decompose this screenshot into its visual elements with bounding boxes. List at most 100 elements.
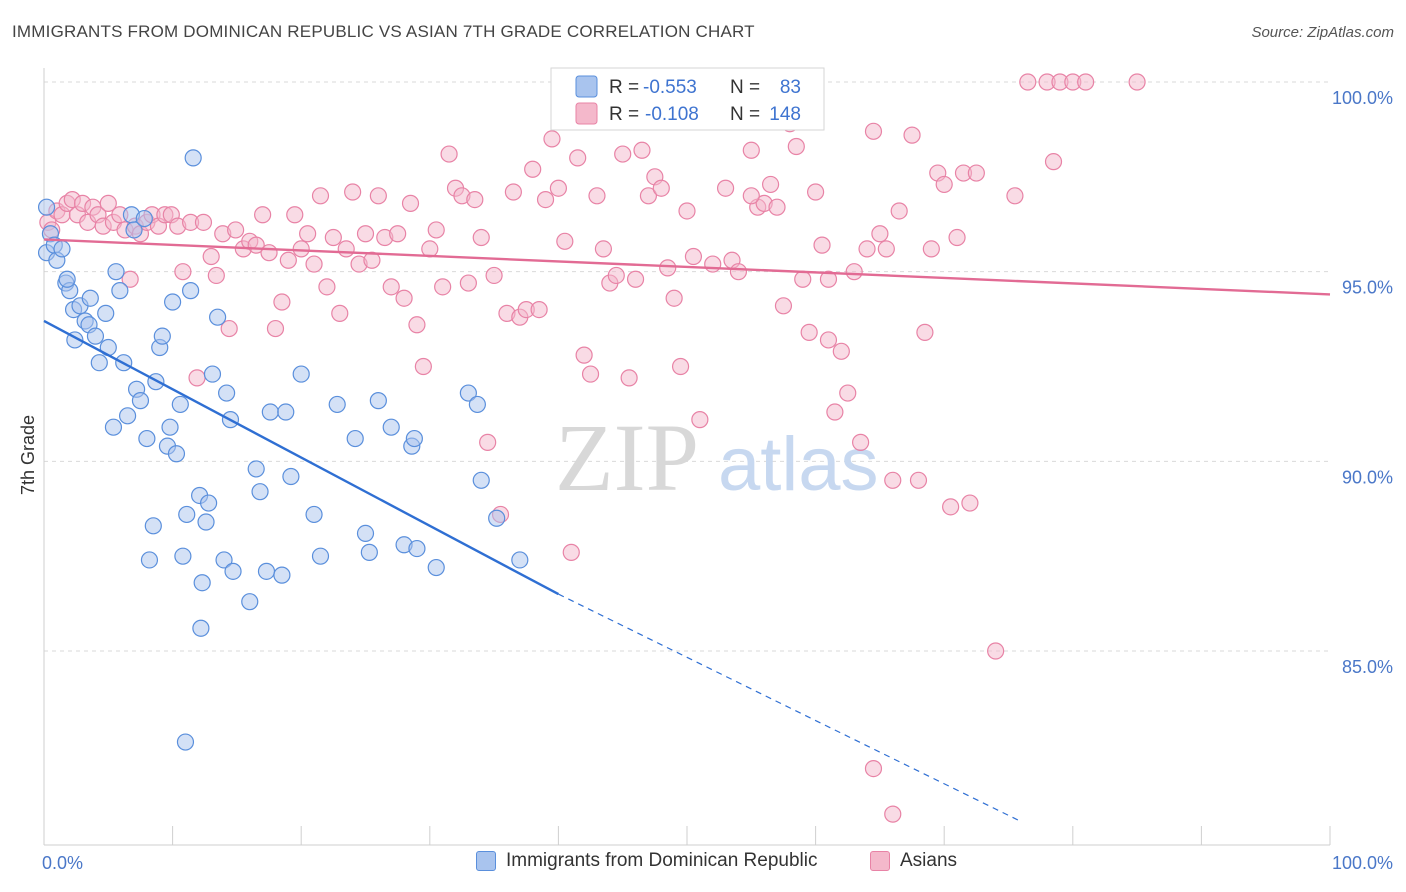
- y-tick-label: 90.0%: [1342, 467, 1393, 487]
- dominican-point: [192, 619, 210, 637]
- asians-point: [768, 198, 786, 216]
- y-tick-labels: 85.0% 90.0% 95.0% 100.0%: [1332, 88, 1393, 677]
- asians-point: [395, 289, 413, 307]
- asians-point: [174, 263, 192, 281]
- legend-swatch-blue: [575, 75, 598, 98]
- axes: [43, 68, 1331, 846]
- asians-point: [408, 316, 426, 334]
- asians-point: [556, 232, 574, 250]
- legend-r-label-1: R =: [609, 104, 639, 125]
- asians-point: [279, 251, 297, 269]
- dominican-point: [203, 365, 222, 383]
- asians-point: [220, 319, 238, 338]
- watermark-atlas: atlas: [718, 422, 879, 507]
- dominican-point: [37, 198, 56, 216]
- dominican-point: [86, 327, 105, 345]
- asians-point: [479, 433, 497, 451]
- asians-point: [299, 225, 317, 243]
- dominican-point: [176, 733, 195, 751]
- dominican-point: [241, 593, 259, 611]
- asians-point: [987, 642, 1005, 660]
- asians-point: [466, 190, 484, 209]
- y-tick-label: 100.0%: [1332, 88, 1393, 108]
- asians-point: [639, 187, 658, 205]
- asians-point: [344, 183, 362, 201]
- asians-point: [716, 179, 735, 197]
- asians-point: [588, 187, 606, 205]
- dominican-trend-line: [43, 319, 559, 596]
- asians-point: [562, 543, 580, 561]
- asians-point: [659, 259, 677, 277]
- asians-point: [633, 141, 651, 159]
- asians-point: [504, 183, 522, 201]
- asians-point: [903, 126, 921, 144]
- asians-point: [485, 266, 503, 285]
- asians-point: [800, 323, 818, 341]
- asians-point: [1077, 73, 1095, 91]
- legend-n-label-1: N =: [730, 104, 760, 125]
- dominican-point: [408, 539, 426, 558]
- asians-point: [806, 183, 825, 201]
- dominican-point: [209, 308, 227, 326]
- asians-point: [845, 263, 863, 281]
- dominican-point: [90, 354, 108, 372]
- dominican-point: [144, 517, 162, 535]
- dominican-point: [257, 562, 276, 580]
- asians-point: [324, 228, 342, 247]
- dominican-point: [468, 395, 486, 414]
- asians-point: [266, 319, 285, 338]
- asians-point: [188, 369, 206, 387]
- legend-swatch-asians: [870, 851, 890, 871]
- asians-point: [678, 202, 696, 220]
- x-tick-label-min: 0.0%: [42, 853, 83, 873]
- dominican-point: [104, 418, 123, 436]
- asians-point: [369, 187, 387, 205]
- asians-point: [440, 145, 458, 163]
- chart-title: IMMIGRANTS FROM DOMINICAN REPUBLIC VS AS…: [12, 22, 755, 41]
- dominican-point: [107, 263, 125, 281]
- asians-point: [864, 122, 883, 140]
- y-tick-label: 85.0%: [1342, 657, 1393, 677]
- asians-point: [871, 225, 889, 243]
- asians-trend-line: [43, 238, 1331, 296]
- dominican-point: [261, 403, 279, 421]
- x-tick-labels: 0.0% 100.0%: [42, 853, 1393, 873]
- asians-point: [536, 190, 555, 209]
- asians-point: [311, 187, 330, 205]
- asians-point: [99, 194, 117, 212]
- dominican-point: [53, 240, 71, 258]
- asians-point: [665, 289, 683, 307]
- asians-point: [227, 221, 245, 239]
- legend-r-value-1: -0.108: [645, 104, 699, 125]
- y-tick-label: 95.0%: [1342, 278, 1393, 298]
- asians-point: [742, 141, 760, 159]
- asians-point: [524, 160, 542, 178]
- asians-point: [414, 357, 432, 376]
- dominican-point: [131, 392, 150, 410]
- asians-point: [967, 164, 985, 182]
- dominican-point: [346, 429, 364, 448]
- dominican-point: [182, 282, 200, 300]
- asians-point: [742, 187, 760, 205]
- dominican-point: [171, 395, 189, 414]
- asians-point: [691, 411, 709, 429]
- asians-point: [942, 498, 960, 516]
- asians-point: [832, 342, 850, 360]
- legend-item-dominican: Immigrants from Dominican Republic: [476, 850, 818, 872]
- dominican-point: [153, 327, 171, 345]
- dominican-point: [277, 403, 295, 421]
- asians-point: [961, 494, 979, 512]
- asians-point: [729, 263, 748, 281]
- dominican-point: [140, 551, 159, 569]
- asians-point: [273, 293, 291, 311]
- asians-point: [472, 228, 490, 247]
- dominican-point: [164, 293, 182, 311]
- asians-point: [839, 384, 857, 402]
- dominican-point: [488, 509, 506, 527]
- asians-point: [356, 225, 375, 243]
- asians-point: [614, 145, 632, 163]
- dominican-point: [58, 270, 76, 288]
- asians-point: [607, 266, 625, 285]
- asians-point: [671, 357, 690, 376]
- watermark: ZIP atlas: [555, 404, 879, 511]
